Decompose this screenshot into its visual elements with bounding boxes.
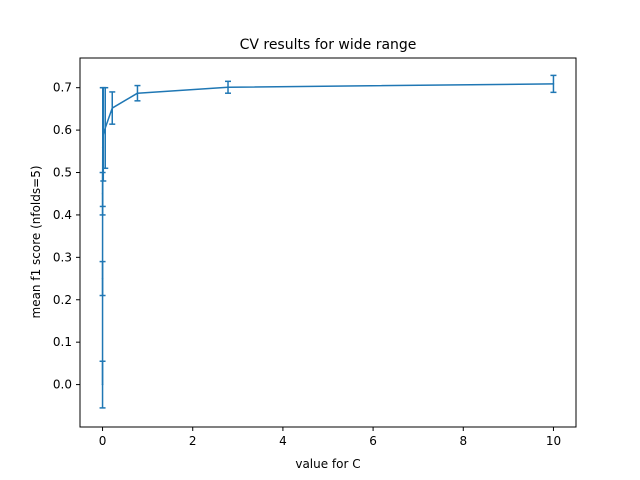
data-point	[136, 92, 139, 95]
y-tick-label: 0.3	[53, 250, 72, 264]
ticks: 0 2 4 6 8 10 0.0 0.1 0.2 0.3 0.4 0.5 0.6 0.7	[53, 81, 561, 448]
data-point	[101, 192, 104, 195]
y-tick-label: 0.1	[53, 335, 72, 349]
series-line	[101, 83, 554, 385]
data-point	[101, 146, 104, 148]
y-tick-label: 0.7	[53, 81, 72, 95]
x-tick-label: 6	[369, 434, 377, 448]
data-point	[227, 86, 229, 89]
x-tick-label: 4	[279, 434, 287, 448]
axes-frame	[79, 57, 577, 428]
y-tick-label: 0.2	[53, 293, 72, 307]
plot-area	[99, 74, 557, 409]
x-tick-label: 2	[189, 434, 197, 448]
y-tick-label: 0.4	[53, 208, 72, 222]
data-point	[101, 277, 104, 280]
chart-title: CV results for wide range	[240, 37, 417, 53]
data-point	[102, 133, 105, 136]
x-tick-label: 0	[99, 434, 107, 448]
data-point	[552, 83, 555, 85]
data-point	[101, 383, 104, 386]
y-tick-label: 0.0	[53, 378, 72, 392]
x-axis-label: value for C	[295, 457, 360, 471]
x-tick-label: 8	[459, 434, 467, 448]
y-axis-label: mean f1 score (nfolds=5)	[29, 165, 43, 318]
data-point	[104, 127, 107, 129]
x-tick-label: 10	[546, 434, 561, 448]
y-tick-label: 0.5	[53, 166, 72, 180]
y-tick-label: 0.6	[53, 123, 72, 137]
data-point	[111, 107, 114, 109]
